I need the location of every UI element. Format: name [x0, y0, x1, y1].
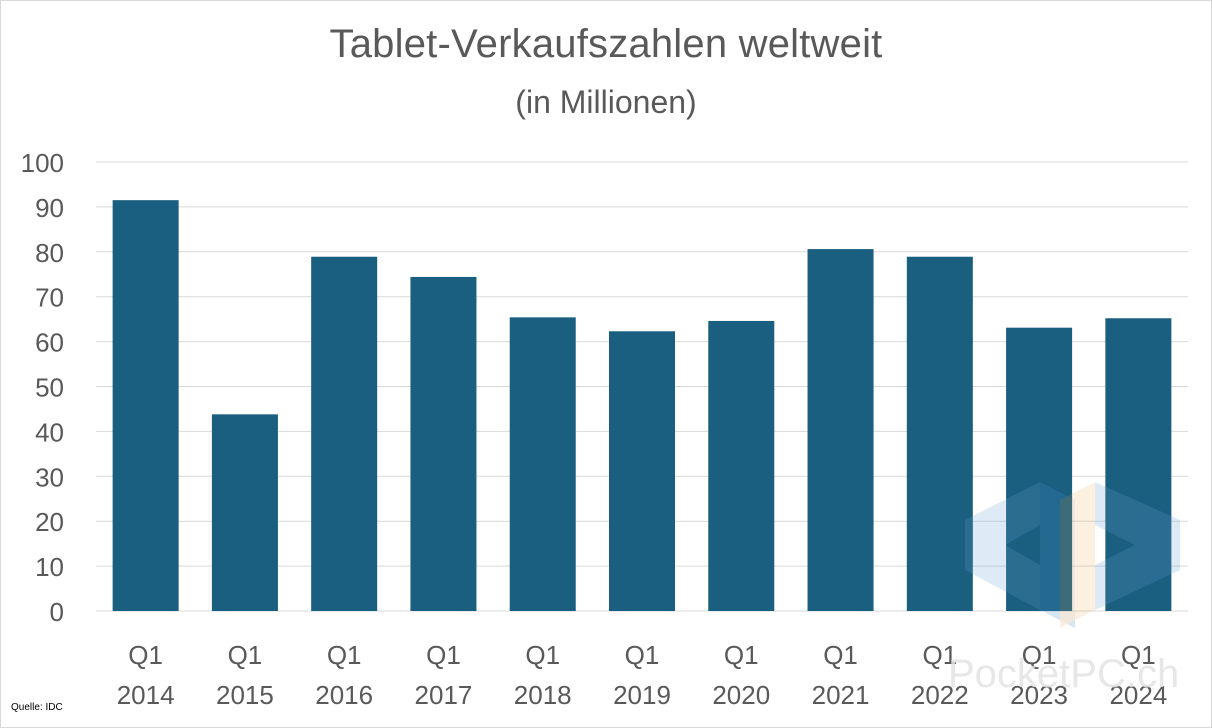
bar [509, 317, 576, 611]
y-tick-label: 30 [35, 462, 64, 492]
x-tick-label: Q1 [327, 640, 362, 670]
x-tick-label: Q1 [128, 640, 163, 670]
x-axis-tick-labels: Q1 2014 Q1 2015 Q1 2016 Q1 2017 Q1 2018 Q1 2019 Q1 20… [117, 640, 1168, 710]
x-tick-label: 2017 [415, 680, 473, 710]
bar [906, 256, 973, 611]
x-tick-label: 2022 [911, 680, 969, 710]
bar [807, 249, 874, 611]
x-tick-label: Q1 [228, 640, 263, 670]
y-tick-label: 100 [21, 148, 64, 178]
x-tick-label: Q1 [426, 640, 461, 670]
y-tick-label: 60 [35, 328, 64, 358]
x-tick-label: Q1 [922, 640, 957, 670]
bar [708, 320, 775, 611]
y-axis-tick-labels: 0 10 20 30 40 50 60 70 80 90 100 [21, 148, 64, 627]
y-tick-label: 20 [35, 507, 64, 537]
watermark-text: PocketPC.ch [948, 652, 1180, 696]
x-tick-label: Q1 [724, 640, 759, 670]
x-tick-label: Q1 [625, 640, 660, 670]
y-tick-label: 50 [35, 373, 64, 403]
x-tick-label: 2019 [613, 680, 671, 710]
y-tick-label: 80 [35, 238, 64, 268]
bar [608, 331, 676, 611]
x-tick-label: Q1 [525, 640, 560, 670]
x-tick-label: 2023 [1010, 680, 1068, 710]
chart-title: Tablet-Verkaufszahlen weltweit [329, 22, 883, 66]
y-tick-label: 70 [35, 283, 64, 313]
x-tick-label: Q1 [1121, 640, 1156, 670]
x-tick-label: 2015 [216, 680, 274, 710]
y-tick-label: 90 [35, 193, 64, 223]
x-tick-label: 2024 [1109, 680, 1167, 710]
chart-subtitle: (in Millionen) [515, 84, 697, 120]
x-tick-label: 2020 [712, 680, 770, 710]
bar [410, 276, 477, 611]
bars [112, 200, 1172, 612]
x-tick-label: 2016 [315, 680, 373, 710]
x-tick-label: 2014 [117, 680, 175, 710]
x-tick-label: Q1 [1022, 640, 1057, 670]
bar [311, 256, 378, 611]
bar [112, 200, 179, 612]
y-tick-label: 40 [35, 417, 64, 447]
bar [211, 414, 278, 611]
y-tick-label: 0 [50, 597, 64, 627]
y-tick-label: 10 [35, 552, 64, 582]
x-tick-label: 2021 [812, 680, 870, 710]
source-note: Quelle: IDC [11, 702, 63, 713]
x-tick-label: 2018 [514, 680, 572, 710]
x-tick-label: Q1 [823, 640, 858, 670]
bar [1006, 327, 1073, 611]
bar [1105, 318, 1172, 611]
